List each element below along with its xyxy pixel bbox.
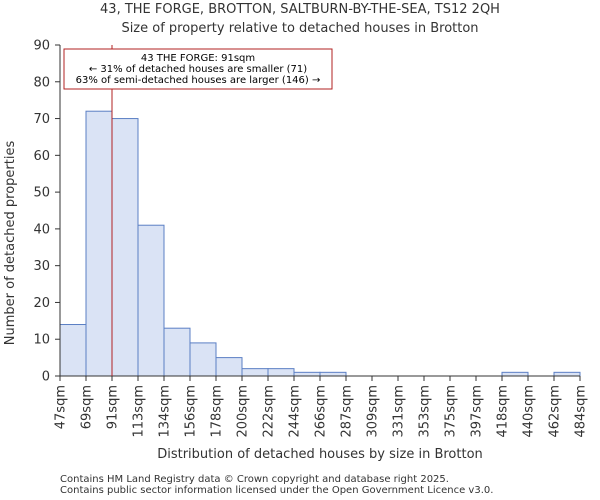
y-tick-label: 50 (33, 186, 50, 201)
x-tick-label: 331sqm (392, 385, 407, 438)
x-axis-label: Distribution of detached houses by size … (157, 447, 483, 462)
y-tick-label: 10 (33, 333, 50, 348)
y-tick-label: 40 (33, 222, 50, 237)
chart-subtitle: Size of property relative to detached ho… (121, 21, 478, 36)
annotation-line-3: 63% of semi-detached houses are larger (… (76, 75, 321, 86)
x-tick-label: 440sqm (522, 385, 537, 438)
x-tick-label: 200sqm (236, 385, 251, 438)
bar-200sqm (241, 368, 269, 377)
y-tick-label: 30 (33, 259, 50, 274)
x-tick-label: 178sqm (210, 385, 225, 438)
x-tick-label: 266sqm (314, 385, 329, 438)
x-tick-label: 484sqm (574, 385, 589, 438)
x-tick-label: 222sqm (262, 385, 277, 438)
annotation-frame (63, 48, 333, 90)
x-axis-ticks: 47sqm 69sqm 91sqm 113sqm 134sqm 156sqm 178sqm 2… (54, 376, 589, 438)
bars-group (59, 110, 581, 377)
x-tick-label: 113sqm (132, 385, 147, 438)
x-tick-label: 353sqm (418, 385, 433, 438)
bar-91sqm (111, 118, 139, 377)
x-tick-label: 244sqm (288, 385, 303, 438)
x-tick-label: 69sqm (80, 385, 95, 429)
chart-title: 43, THE FORGE, BROTTON, SALTBURN-BY-THE-… (100, 2, 500, 17)
y-tick-label: 80 (33, 75, 50, 90)
bar-113sqm (137, 224, 165, 377)
x-tick-label: 287sqm (340, 385, 355, 438)
y-tick-label: 0 (42, 370, 50, 385)
bar-462sqm (553, 371, 581, 377)
footer-copyright: Contains HM Land Registry data © Crown c… (60, 474, 449, 485)
x-tick-label: 91sqm (106, 385, 121, 429)
bar-47sqm (59, 324, 87, 377)
x-tick-label: 375sqm (444, 385, 459, 438)
y-tick-label: 60 (33, 149, 50, 164)
y-tick-label: 20 (33, 296, 50, 311)
bar-69sqm (85, 110, 113, 377)
bar-134sqm (163, 327, 191, 377)
bar-244sqm (293, 371, 321, 377)
annotation-line-2: ← 31% of detached houses are smaller (71… (89, 64, 307, 75)
footer-licence: Contains public sector information licen… (60, 485, 494, 496)
y-tick-label: 90 (33, 39, 50, 54)
x-tick-label: 418sqm (496, 385, 511, 438)
x-tick-label: 47sqm (54, 385, 69, 429)
bar-222sqm (267, 368, 295, 377)
annotation-line-1: 43 THE FORGE: 91sqm (141, 53, 255, 64)
bar-178sqm (215, 357, 243, 377)
x-tick-label: 397sqm (470, 385, 485, 438)
x-tick-label: 462sqm (548, 385, 563, 438)
bar-156sqm (189, 342, 217, 377)
x-tick-label: 156sqm (184, 385, 199, 438)
y-tick-label: 70 (33, 112, 50, 127)
y-axis-ticks: 0 10 20 30 40 50 60 70 80 90 (33, 39, 60, 385)
bar-266sqm (319, 371, 347, 377)
bar-418sqm (501, 371, 529, 377)
x-tick-label: 134sqm (158, 385, 173, 438)
y-axis-label: Number of detached properties (3, 141, 18, 346)
x-tick-label: 309sqm (366, 385, 381, 438)
annotation-box: 43 THE FORGE: 91sqm ← 31% of detached ho… (63, 48, 333, 90)
